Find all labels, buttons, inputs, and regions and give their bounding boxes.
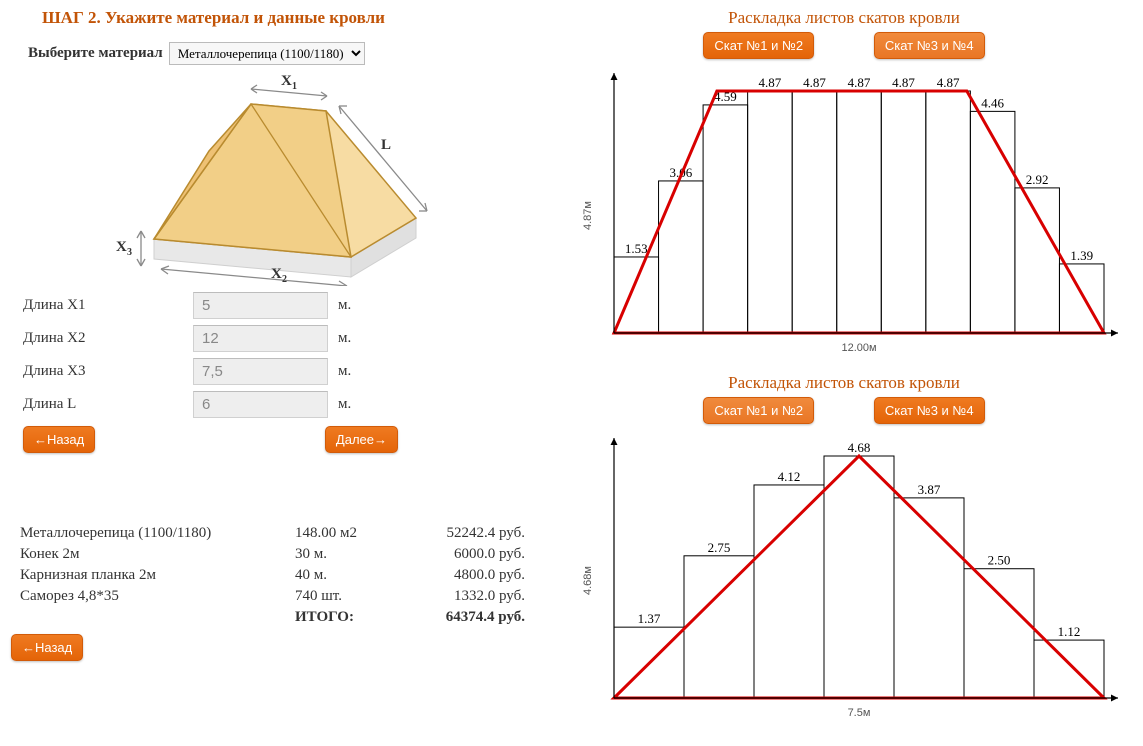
svg-text:4.46: 4.46 — [981, 95, 1004, 110]
dim-label-3: Длина L — [23, 396, 193, 413]
svg-text:4.87: 4.87 — [803, 75, 826, 90]
back-button-2[interactable]: ←Назад — [11, 634, 83, 661]
dim-unit-0: м. — [338, 297, 351, 314]
svg-text:7.5м: 7.5м — [848, 707, 871, 719]
svg-text:3: 3 — [127, 247, 132, 258]
svg-text:2.50: 2.50 — [988, 553, 1011, 568]
dim-label-2: Длина X3 — [23, 363, 193, 380]
dim-input-1[interactable] — [193, 325, 328, 352]
svg-text:X: X — [271, 266, 282, 282]
dim-unit-2: м. — [338, 363, 351, 380]
svg-text:4.87: 4.87 — [937, 75, 960, 90]
dim-unit-1: м. — [338, 330, 351, 347]
chart2-tab-34[interactable]: Скат №3 и №4 — [874, 397, 985, 424]
result-row: Конек 2м30 м.6000.0 руб. — [16, 544, 531, 565]
svg-text:1.39: 1.39 — [1070, 248, 1093, 263]
svg-text:L: L — [381, 137, 391, 153]
svg-text:1.53: 1.53 — [625, 241, 648, 256]
svg-text:4.87: 4.87 — [892, 75, 915, 90]
svg-text:1.12: 1.12 — [1058, 624, 1081, 639]
chart2: 1.372.754.124.683.872.501.127.5м4.68м — [564, 428, 1124, 728]
svg-text:4.12: 4.12 — [778, 469, 801, 484]
next-button[interactable]: Далее→ — [325, 426, 398, 453]
dim-unit-3: м. — [338, 396, 351, 413]
chart1-title: Раскладка листов скатов кровли — [553, 8, 1135, 28]
step-title: ШАГ 2. Укажите материал и данные кровли — [42, 8, 533, 28]
svg-text:4.68: 4.68 — [848, 440, 871, 455]
svg-text:4.87: 4.87 — [759, 75, 782, 90]
chart1: 1.533.064.594.874.874.874.874.874.462.92… — [564, 63, 1124, 363]
result-row: Карнизная планка 2м40 м.4800.0 руб. — [16, 565, 531, 586]
results-table: Металлочерепица (1100/1180)148.00 м25224… — [16, 523, 531, 628]
dim-label-1: Длина X2 — [23, 330, 193, 347]
chart1-tab-12[interactable]: Скат №1 и №2 — [703, 32, 814, 59]
dim-label-0: Длина X1 — [23, 297, 193, 314]
svg-text:X: X — [281, 73, 292, 89]
svg-text:2.92: 2.92 — [1026, 172, 1049, 187]
svg-text:2.75: 2.75 — [708, 540, 731, 555]
material-label: Выберите материал — [28, 45, 163, 62]
dim-input-3[interactable] — [193, 391, 328, 418]
svg-text:12.00м: 12.00м — [841, 342, 876, 354]
svg-text:1.37: 1.37 — [638, 611, 661, 626]
svg-text:X: X — [116, 239, 127, 255]
chart2-tab-12[interactable]: Скат №1 и №2 — [703, 397, 814, 424]
dim-input-2[interactable] — [193, 358, 328, 385]
back-button[interactable]: ←Назад — [23, 426, 95, 453]
result-total: ИТОГО:64374.4 руб. — [16, 607, 531, 628]
material-select[interactable]: Металлочерепица (1100/1180) — [169, 42, 365, 65]
svg-text:3.87: 3.87 — [918, 482, 941, 497]
dim-input-0[interactable] — [193, 292, 328, 319]
chart2-title: Раскладка листов скатов кровли — [553, 373, 1135, 393]
svg-text:1: 1 — [292, 81, 297, 92]
result-row: Саморез 4,8*35740 шт.1332.0 руб. — [16, 586, 531, 607]
roof-diagram: X1 L X2 X3 — [101, 71, 441, 286]
svg-text:4.87: 4.87 — [848, 75, 871, 90]
result-row: Металлочерепица (1100/1180)148.00 м25224… — [16, 523, 531, 544]
chart1-tab-34[interactable]: Скат №3 и №4 — [874, 32, 985, 59]
svg-text:2: 2 — [282, 274, 287, 285]
